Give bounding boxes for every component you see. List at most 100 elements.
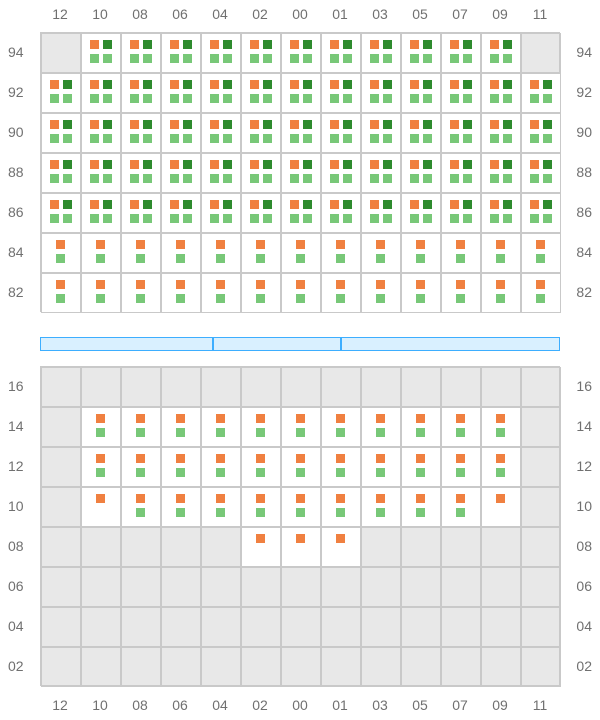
cell xyxy=(241,367,281,407)
mark xyxy=(383,80,392,89)
mark xyxy=(50,214,59,223)
mark xyxy=(103,40,112,49)
cell xyxy=(241,647,281,687)
mark xyxy=(263,54,272,63)
mark xyxy=(290,134,299,143)
cell xyxy=(401,447,441,487)
mark xyxy=(450,80,459,89)
mark xyxy=(136,454,145,463)
row-label-left: 02 xyxy=(8,658,24,674)
mark xyxy=(63,200,72,209)
mark xyxy=(463,94,472,103)
row-label-left: 04 xyxy=(8,618,24,634)
row-label-right: 06 xyxy=(576,578,592,594)
mark xyxy=(370,214,379,223)
cell xyxy=(521,527,561,567)
cell xyxy=(521,647,561,687)
cell xyxy=(361,153,401,193)
cell xyxy=(481,33,521,73)
mark xyxy=(296,534,305,543)
row-label-left: 10 xyxy=(8,498,24,514)
mark xyxy=(456,454,465,463)
mark xyxy=(263,134,272,143)
col-label-bottom: 00 xyxy=(288,697,312,713)
col-label-top: 08 xyxy=(128,6,152,22)
mark xyxy=(496,494,505,503)
mark xyxy=(376,254,385,263)
mark xyxy=(176,240,185,249)
mark xyxy=(63,120,72,129)
cell xyxy=(161,33,201,73)
cell xyxy=(241,33,281,73)
cell xyxy=(441,113,481,153)
mark xyxy=(250,200,259,209)
cell xyxy=(81,73,121,113)
mark xyxy=(210,120,219,129)
cell xyxy=(41,567,81,607)
cell xyxy=(81,447,121,487)
mark xyxy=(290,214,299,223)
mark xyxy=(183,40,192,49)
mark xyxy=(290,80,299,89)
mark xyxy=(336,414,345,423)
mark xyxy=(136,494,145,503)
mark xyxy=(216,414,225,423)
mark xyxy=(543,200,552,209)
cell xyxy=(281,367,321,407)
mark xyxy=(330,160,339,169)
mark xyxy=(210,80,219,89)
cell xyxy=(441,153,481,193)
mark xyxy=(176,428,185,437)
mark xyxy=(496,240,505,249)
mark xyxy=(456,428,465,437)
mark xyxy=(530,200,539,209)
cell xyxy=(241,447,281,487)
mark xyxy=(290,54,299,63)
col-label-top: 11 xyxy=(528,6,552,22)
cell xyxy=(281,113,321,153)
col-label-bottom: 01 xyxy=(328,697,352,713)
cell xyxy=(121,647,161,687)
mark xyxy=(303,120,312,129)
mark xyxy=(450,54,459,63)
mark xyxy=(343,120,352,129)
col-label-top: 06 xyxy=(168,6,192,22)
mark xyxy=(130,40,139,49)
cell xyxy=(401,193,441,233)
mark xyxy=(410,174,419,183)
mark xyxy=(183,214,192,223)
mark xyxy=(450,214,459,223)
mark xyxy=(96,494,105,503)
mark xyxy=(530,214,539,223)
cell xyxy=(481,407,521,447)
cell xyxy=(81,567,121,607)
mark xyxy=(463,160,472,169)
cell xyxy=(121,233,161,273)
mark xyxy=(130,54,139,63)
mark xyxy=(143,200,152,209)
cell xyxy=(41,233,81,273)
mark xyxy=(263,120,272,129)
cell xyxy=(401,567,441,607)
cell xyxy=(441,193,481,233)
mark xyxy=(376,494,385,503)
mark xyxy=(50,134,59,143)
mark xyxy=(530,134,539,143)
cell xyxy=(201,73,241,113)
mark xyxy=(263,200,272,209)
cell xyxy=(401,367,441,407)
mark xyxy=(63,94,72,103)
row-label-left: 08 xyxy=(8,538,24,554)
mark xyxy=(543,174,552,183)
mark xyxy=(383,160,392,169)
mark xyxy=(170,120,179,129)
cell xyxy=(401,527,441,567)
mark xyxy=(90,134,99,143)
cell xyxy=(121,193,161,233)
mark xyxy=(216,508,225,517)
mark xyxy=(256,414,265,423)
cell xyxy=(361,447,401,487)
mark xyxy=(56,240,65,249)
mark xyxy=(290,120,299,129)
cell xyxy=(441,367,481,407)
